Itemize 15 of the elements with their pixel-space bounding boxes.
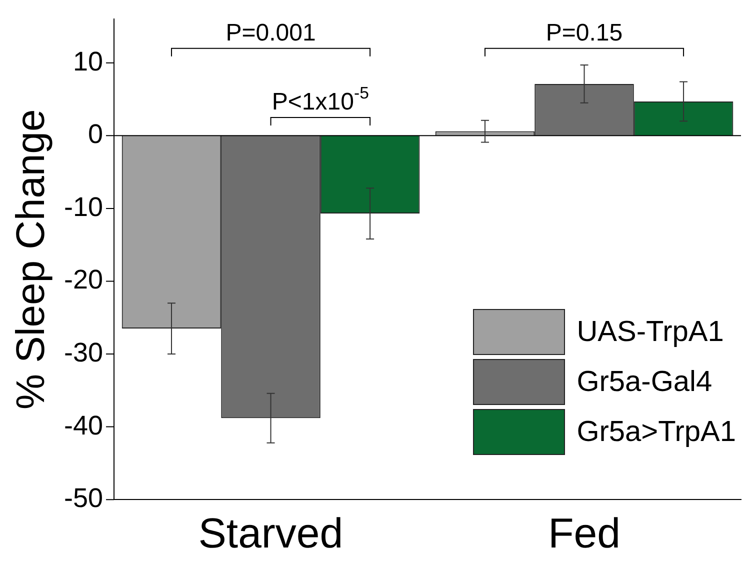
y-tick-label: -10 (64, 192, 104, 222)
x-tick-label: Starved (198, 509, 344, 556)
y-tick-label: -50 (64, 483, 104, 514)
y-tick-label: -30 (64, 337, 104, 368)
legend-label: UAS-TrpA1 (576, 316, 724, 348)
y-axis-title: % Sleep Change (9, 109, 54, 410)
legend-label: Gr5a-Gal4 (576, 366, 712, 398)
x-tick-label: Fed (548, 509, 620, 556)
annotation: P=0.15 (546, 19, 623, 46)
annotation: P=0.001 (226, 19, 316, 46)
y-tick-label: 0 (88, 119, 104, 150)
y-tick-label: 10 (72, 46, 104, 76)
y-tick-label: -40 (64, 410, 104, 440)
y-tick-label: -20 (64, 264, 104, 295)
legend-label: Gr5a>TrpA1 (576, 416, 736, 448)
